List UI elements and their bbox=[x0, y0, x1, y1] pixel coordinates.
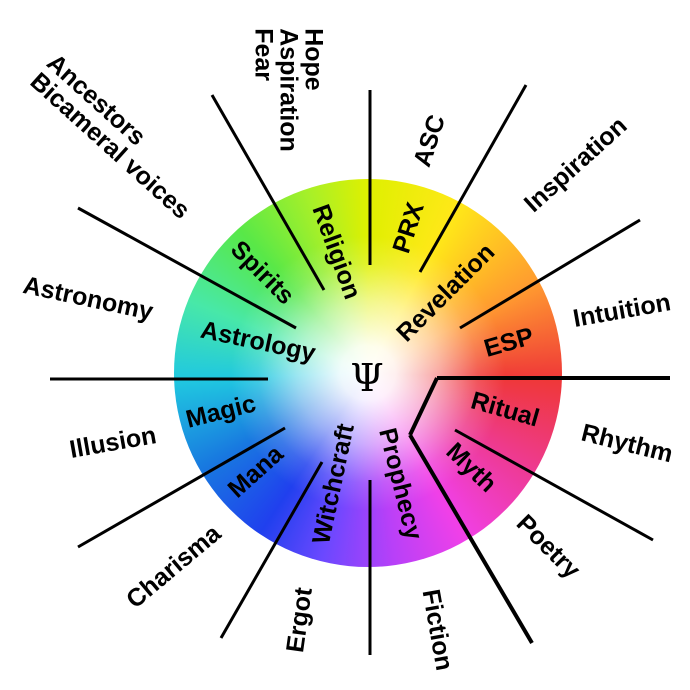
psi-symbol: Ψ bbox=[350, 356, 384, 400]
divider-line-spirits bbox=[77, 206, 297, 330]
divider-line-intuition bbox=[459, 218, 641, 330]
label-aspiration: Aspiration bbox=[274, 28, 303, 152]
label-hope: Hope bbox=[299, 28, 328, 91]
divider-line-rhythm bbox=[454, 428, 654, 542]
wheel-center-glow bbox=[174, 179, 562, 567]
divider-line-kink bbox=[408, 377, 439, 436]
label-hope-aspiration-fear: Hope Aspiration Fear bbox=[249, 28, 328, 152]
divider-line-ergot bbox=[219, 461, 324, 639]
divider-line-religion bbox=[210, 94, 326, 291]
divider-line-poetry bbox=[408, 433, 534, 645]
label-fear: Fear bbox=[249, 28, 278, 81]
divider-line-asc bbox=[418, 84, 528, 273]
divider-line-charisma bbox=[77, 426, 286, 549]
